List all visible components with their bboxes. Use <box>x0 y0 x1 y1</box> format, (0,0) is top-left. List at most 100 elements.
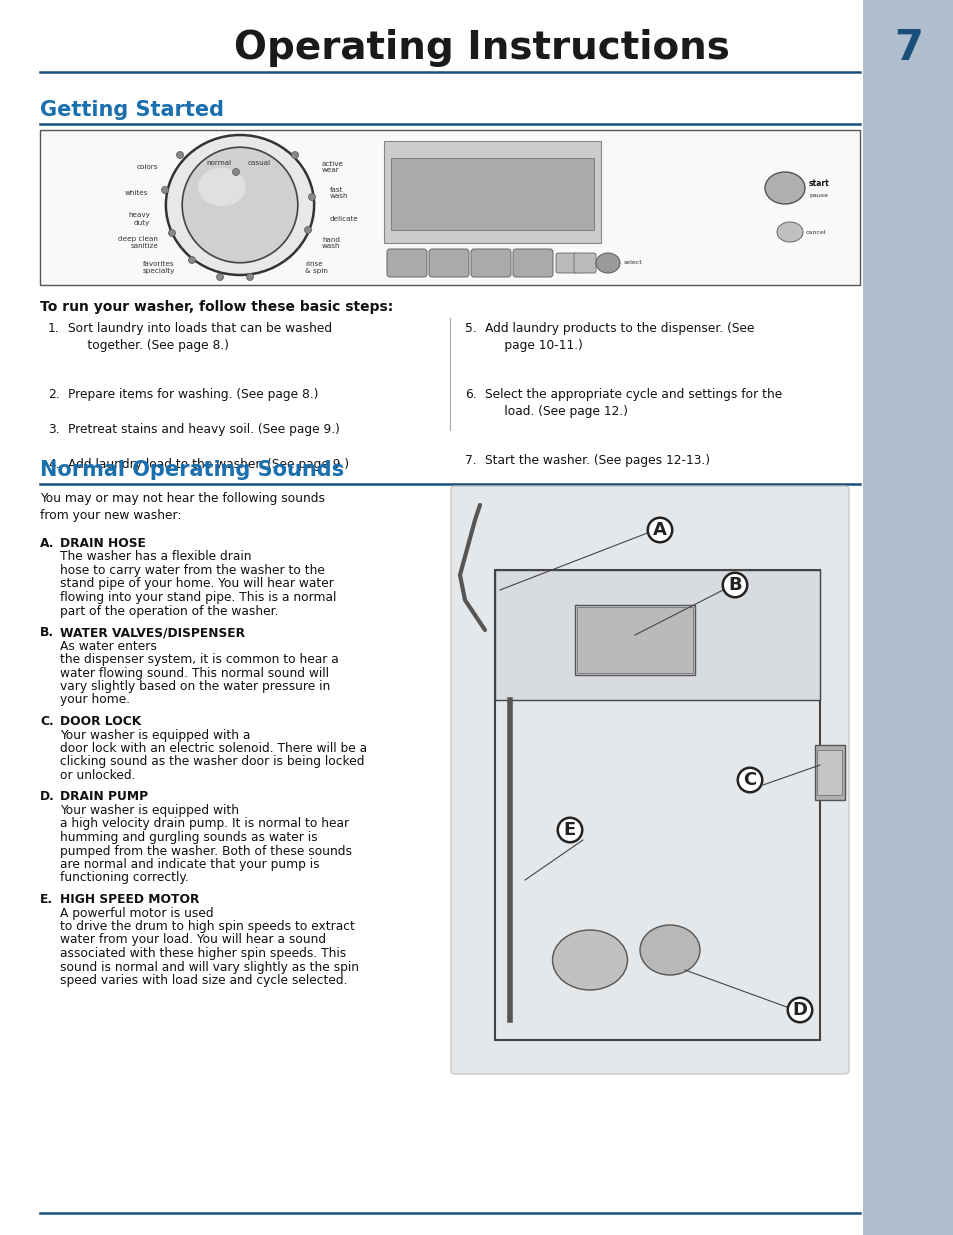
Text: to drive the drum to high spin speeds to extract: to drive the drum to high spin speeds to… <box>60 920 355 932</box>
Text: Getting Started: Getting Started <box>40 100 224 120</box>
Text: select: select <box>623 261 642 266</box>
Text: E.: E. <box>40 893 53 906</box>
Ellipse shape <box>596 253 619 273</box>
Ellipse shape <box>169 230 175 236</box>
Text: deep clean
sanitize: deep clean sanitize <box>118 236 158 249</box>
Text: Your washer is equipped with: Your washer is equipped with <box>60 804 239 818</box>
Text: heavy
duty: heavy duty <box>128 212 150 226</box>
Text: cancel: cancel <box>805 230 825 235</box>
Bar <box>862 0 953 1235</box>
Text: WATER VALVES/DISPENSER: WATER VALVES/DISPENSER <box>60 626 245 638</box>
Text: casual: casual <box>248 161 271 165</box>
Text: hose to carry water from the washer to the: hose to carry water from the washer to t… <box>60 564 325 577</box>
FancyBboxPatch shape <box>429 249 469 277</box>
Text: D.: D. <box>40 790 55 804</box>
Ellipse shape <box>764 172 804 204</box>
FancyBboxPatch shape <box>574 253 596 273</box>
Ellipse shape <box>198 168 246 206</box>
Text: flowing into your stand pipe. This is a normal: flowing into your stand pipe. This is a … <box>60 592 336 604</box>
Text: You may or may not hear the following sounds
from your new washer:: You may or may not hear the following so… <box>40 492 325 522</box>
Text: pause: pause <box>808 193 827 198</box>
Text: 7.: 7. <box>464 454 476 467</box>
Text: favorites
specialty: favorites specialty <box>143 261 174 273</box>
Text: rinse
& spin: rinse & spin <box>305 261 328 273</box>
Text: start: start <box>808 179 829 188</box>
Text: Sort laundry into loads that can be washed
     together. (See page 8.): Sort laundry into loads that can be wash… <box>68 322 332 352</box>
Text: B: B <box>727 576 741 594</box>
Text: C.: C. <box>40 715 53 727</box>
Ellipse shape <box>216 273 223 280</box>
Ellipse shape <box>161 186 169 194</box>
FancyBboxPatch shape <box>384 141 600 243</box>
FancyBboxPatch shape <box>513 249 553 277</box>
Text: C: C <box>742 771 756 789</box>
Ellipse shape <box>776 222 802 242</box>
Text: delicate: delicate <box>330 216 358 222</box>
Text: are normal and indicate that your pump is: are normal and indicate that your pump i… <box>60 858 319 871</box>
Text: 1.: 1. <box>48 322 59 335</box>
Text: E: E <box>563 821 576 839</box>
Text: functioning correctly.: functioning correctly. <box>60 872 189 884</box>
Text: water flowing sound. This normal sound will: water flowing sound. This normal sound w… <box>60 667 329 679</box>
Text: D: D <box>792 1002 806 1019</box>
Bar <box>391 158 594 230</box>
Text: 4.: 4. <box>48 458 59 471</box>
Text: Pretreat stains and heavy soil. (See page 9.): Pretreat stains and heavy soil. (See pag… <box>68 424 339 436</box>
Bar <box>814 745 844 800</box>
Text: speed varies with load size and cycle selected.: speed varies with load size and cycle se… <box>60 974 347 987</box>
Bar <box>495 571 820 1040</box>
Text: pumped from the washer. Both of these sounds: pumped from the washer. Both of these so… <box>60 845 352 857</box>
Text: normal: normal <box>207 161 232 165</box>
Text: Select the appropriate cycle and settings for the
     load. (See page 12.): Select the appropriate cycle and setting… <box>484 388 781 417</box>
Ellipse shape <box>189 257 195 263</box>
Bar <box>495 571 820 700</box>
Text: 6.: 6. <box>464 388 476 401</box>
Text: Prepare items for washing. (See page 8.): Prepare items for washing. (See page 8.) <box>68 388 318 401</box>
Text: B.: B. <box>40 626 54 638</box>
Text: As water enters: As water enters <box>60 640 156 652</box>
Text: To run your washer, follow these basic steps:: To run your washer, follow these basic s… <box>40 300 393 314</box>
Ellipse shape <box>292 152 298 158</box>
Text: door lock with an electric solenoid. There will be a: door lock with an electric solenoid. The… <box>60 742 367 755</box>
Text: part of the operation of the washer.: part of the operation of the washer. <box>60 604 278 618</box>
Text: A powerful motor is used: A powerful motor is used <box>60 906 213 920</box>
Text: DRAIN PUMP: DRAIN PUMP <box>60 790 148 804</box>
Text: clicking sound as the washer door is being locked: clicking sound as the washer door is bei… <box>60 756 364 768</box>
Text: Operating Instructions: Operating Instructions <box>233 28 729 67</box>
Ellipse shape <box>552 930 627 990</box>
Ellipse shape <box>182 147 297 263</box>
Text: Normal Operating Sounds: Normal Operating Sounds <box>40 459 344 480</box>
Ellipse shape <box>233 168 239 175</box>
Text: whites: whites <box>125 190 148 196</box>
Bar <box>577 606 692 673</box>
Text: A.: A. <box>40 537 54 550</box>
Text: associated with these higher spin speeds. This: associated with these higher spin speeds… <box>60 947 346 960</box>
Text: 5.: 5. <box>464 322 476 335</box>
Text: 2.: 2. <box>48 388 59 401</box>
FancyBboxPatch shape <box>556 253 578 273</box>
Text: A: A <box>653 521 666 538</box>
Text: your home.: your home. <box>60 694 130 706</box>
Text: colors: colors <box>136 164 158 170</box>
Text: humming and gurgling sounds as water is: humming and gurgling sounds as water is <box>60 831 317 844</box>
FancyBboxPatch shape <box>387 249 427 277</box>
Ellipse shape <box>176 152 183 158</box>
Ellipse shape <box>246 273 253 280</box>
Ellipse shape <box>639 925 700 974</box>
Text: fast
wash: fast wash <box>330 186 348 200</box>
Ellipse shape <box>308 194 315 200</box>
Text: Add laundry load to the washer. (See page 9.): Add laundry load to the washer. (See pag… <box>68 458 349 471</box>
Text: water from your load. You will hear a sound: water from your load. You will hear a so… <box>60 934 326 946</box>
Text: sound is normal and will vary slightly as the spin: sound is normal and will vary slightly a… <box>60 961 358 973</box>
Bar <box>40 130 859 285</box>
Text: Add laundry products to the dispenser. (See
     page 10-11.): Add laundry products to the dispenser. (… <box>484 322 754 352</box>
Text: The washer has a flexible drain: The washer has a flexible drain <box>60 551 252 563</box>
Text: DOOR LOCK: DOOR LOCK <box>60 715 141 727</box>
Text: active
wear: active wear <box>322 161 344 173</box>
Bar <box>816 750 841 795</box>
Text: a high velocity drain pump. It is normal to hear: a high velocity drain pump. It is normal… <box>60 818 349 830</box>
Text: vary slightly based on the water pressure in: vary slightly based on the water pressur… <box>60 680 330 693</box>
Text: HIGH SPEED MOTOR: HIGH SPEED MOTOR <box>60 893 199 906</box>
Text: or unlocked.: or unlocked. <box>60 769 135 782</box>
Bar <box>575 605 695 676</box>
